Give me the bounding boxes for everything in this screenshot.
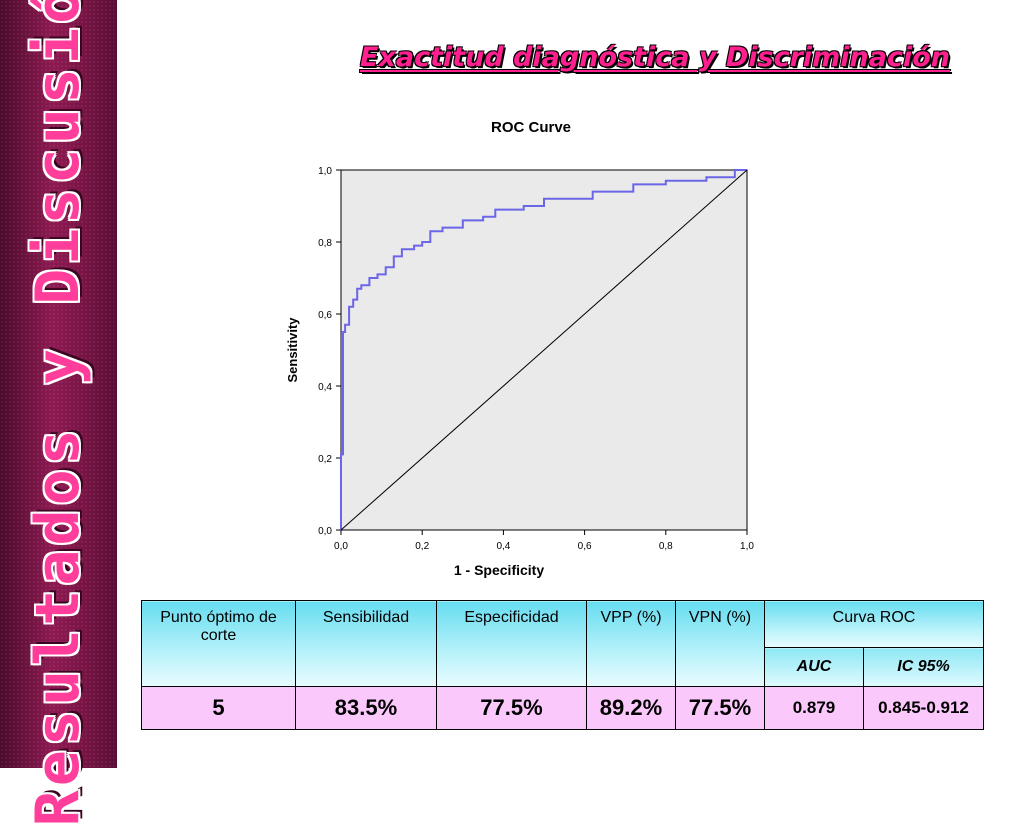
x-tick-label: 0,2 — [415, 541, 429, 552]
header-ic95: IC 95% — [863, 647, 984, 687]
cell-vpp: 89.2% — [586, 686, 676, 730]
y-tick-label: 0,8 — [318, 238, 332, 249]
y-tick-label: 0,0 — [318, 526, 332, 537]
header-curva-roc: Curva ROC — [764, 600, 984, 648]
header-vpn: VPN (%) — [675, 600, 765, 687]
side-band — [0, 0, 117, 768]
header-vpp: VPP (%) — [586, 600, 676, 687]
y-tick-label: 0,4 — [318, 382, 332, 393]
table-row: 5 83.5% 77.5% 89.2% 77.5% 0.879 0.845-0.… — [141, 686, 984, 730]
y-tick-label: 0,2 — [318, 454, 332, 465]
cell-auc: 0.879 — [764, 686, 864, 730]
y-tick-label: 0,6 — [318, 310, 332, 321]
side-title: Resultados y Discusión — [23, 0, 93, 826]
reference-diagonal-line — [340, 169, 748, 531]
y-tick-label: 1,0 — [318, 166, 332, 177]
roc-curve-line — [340, 169, 747, 530]
cell-especificidad: 77.5% — [436, 686, 587, 730]
cell-sensibilidad: 83.5% — [295, 686, 437, 730]
chart-title: ROC Curve — [491, 119, 571, 136]
header-especificidad: Especificidad — [436, 600, 587, 687]
y-axis-label: Sensitivity — [285, 317, 300, 383]
x-axis-label: 1 - Specificity — [454, 562, 544, 578]
side-title-wrap: Resultados y Discusión — [0, 0, 117, 826]
results-table: Punto óptimo de corte Sensibilidad Espec… — [141, 600, 984, 730]
header-sensibilidad: Sensibilidad — [295, 600, 437, 687]
slide-title: Exactitud diagnóstica y Discriminación — [360, 42, 951, 73]
x-tick-label: 1,0 — [740, 541, 754, 552]
x-tick-label: 0,0 — [334, 541, 348, 552]
header-punto-optimo: Punto óptimo de corte — [141, 600, 296, 687]
cell-punto-corte: 5 — [141, 686, 296, 730]
cell-vpn: 77.5% — [675, 686, 765, 730]
x-tick-label: 0,6 — [578, 541, 592, 552]
roc-chart: ROC Curve 0,0 0,2 0,4 0,6 0,8 1,0 0,0 0,2 0,4 0,6 0… — [285, 119, 754, 578]
cell-ic95: 0.845-0.912 — [863, 686, 984, 730]
x-tick-label: 0,8 — [659, 541, 673, 552]
header-auc: AUC — [764, 647, 864, 687]
x-tick-label: 0,4 — [496, 541, 510, 552]
